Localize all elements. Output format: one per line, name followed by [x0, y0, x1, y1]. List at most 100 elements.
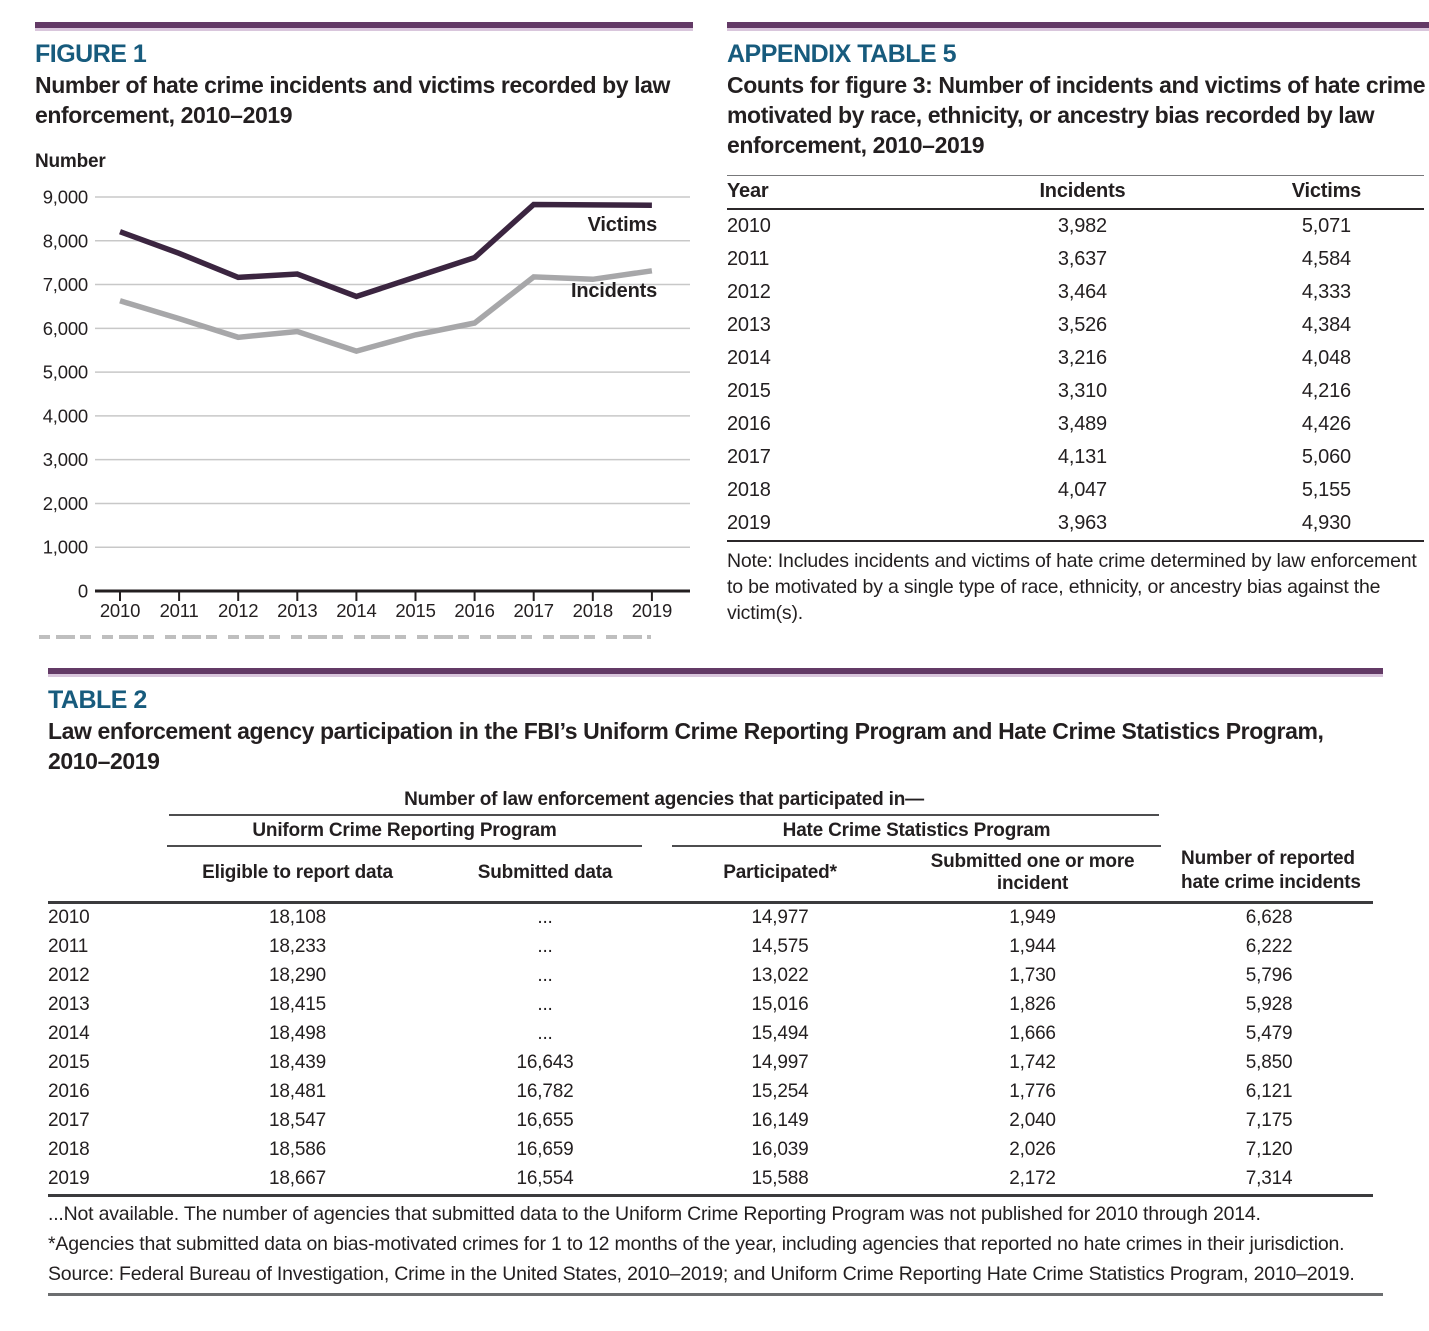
submitted-data-cell: 16,659 — [516, 1139, 574, 1161]
eligible-cell: 18,481 — [269, 1081, 326, 1103]
figure1-chart: 0 1,000 2,000 3,000 4,000 5,000 6,000 7,000 8,00… — [43, 186, 690, 621]
submitted-data-cell: ... — [537, 965, 553, 987]
table-row: 2018 4,047 5,155 — [727, 474, 1424, 507]
table-row: 2014 3,216 4,048 — [727, 342, 1424, 375]
appendix-table5-title: Counts for figure 3: Number of incidents… — [727, 72, 1426, 158]
submitted-data-cell: ... — [537, 907, 553, 929]
appendix-table5-section: APPENDIX TABLE 5 Counts for figure 3: Nu… — [727, 22, 1429, 646]
column-header-year: Year — [727, 174, 937, 210]
reported-incidents-cell: 6,121 — [1245, 1081, 1293, 1103]
submitted-incident-cell: 2,040 — [1009, 1110, 1056, 1132]
table-header-group-row: Number of law enforcement agencies that … — [48, 788, 1374, 904]
reported-incidents-cell: 7,120 — [1245, 1139, 1293, 1161]
incidents-cell: 3,982 — [1057, 214, 1107, 237]
column-header-reported-incidents: Number of reported hate crime incidents — [1165, 788, 1374, 904]
eligible-cell: 18,547 — [269, 1110, 326, 1132]
y-axis-tick-label: 6,000 — [43, 318, 88, 339]
table-row: 2011 18,233... 14,575 1,944 6,222 — [48, 933, 1373, 962]
eligible-cell: 18,498 — [269, 1023, 326, 1045]
y-axis-tick-label: 5,000 — [43, 361, 88, 382]
reported-incidents-cell: 6,628 — [1245, 907, 1293, 929]
section-accent-bar — [35, 22, 693, 31]
x-axis-tick-label: 2012 — [218, 600, 258, 621]
page-bottom-rule — [48, 1292, 1383, 1296]
column-header-victims: Victims — [1228, 174, 1424, 210]
year-cell: 2018 — [727, 478, 771, 501]
y-axis-tick-label: 0 — [78, 580, 88, 601]
victims-cell: 5,060 — [1301, 445, 1351, 468]
submitted-incident-cell: 1,776 — [1009, 1081, 1056, 1103]
incidents-cell: 3,963 — [936, 506, 1229, 542]
participated-cell: 16,149 — [751, 1110, 809, 1132]
table-row: 2010 18,108... 14,977 1,949 6,628 — [48, 902, 1373, 933]
submitted-data-cell: 16,554 — [430, 1164, 660, 1197]
submitted-incident-cell: 1,826 — [1009, 994, 1056, 1016]
y-axis-tick-label: 2,000 — [43, 493, 88, 514]
incidents-cell: 3,637 — [1057, 247, 1107, 270]
year-cell: 2011 — [727, 247, 770, 270]
eligible-cell: 18,233 — [269, 936, 326, 958]
x-axis-tick-label: 2017 — [514, 600, 554, 621]
year-cell: 2013 — [727, 313, 771, 336]
eligible-cell: 18,290 — [269, 965, 326, 987]
victims-cell: 4,426 — [1301, 412, 1351, 435]
table-header-subgroup-row: Uniform Crime Reporting Program Hate Cri… — [48, 816, 1373, 847]
submitted-incident-cell: 1,666 — [1009, 1023, 1056, 1045]
column-header-participated: Participated* — [660, 846, 900, 904]
eligible-cell: 18,586 — [269, 1139, 326, 1161]
x-axis-tick-label: 2015 — [395, 600, 435, 621]
figure1-truncated-note — [39, 634, 651, 639]
victims-cell: 4,216 — [1301, 379, 1351, 402]
table2-footnote-not-available: ...Not available. The number of agencies… — [48, 1202, 1261, 1225]
submitted-data-cell: ... — [537, 936, 553, 958]
column-header-submitted-incident: Submitted one or more incident — [900, 846, 1166, 904]
year-cell: 2015 — [48, 1052, 90, 1074]
group-header-participation: Number of law enforcement agencies that … — [165, 789, 1165, 816]
table-row: 2019 18,667 16,554 15,588 2,172 7,314 — [48, 1164, 1374, 1197]
table-header-column-row: Eligible to report data Submitted data P… — [48, 846, 1373, 904]
incidents-cell: 3,310 — [1057, 379, 1107, 402]
incidents-cell: 3,464 — [1057, 280, 1107, 303]
incidents-cell: 3,489 — [1057, 412, 1107, 435]
reported-incidents-cell: 5,796 — [1245, 965, 1293, 987]
table2-label: TABLE 2 — [48, 686, 147, 714]
table-header-row: Year Incidents Victims — [727, 174, 1424, 210]
submitted-data-cell: 16,782 — [516, 1081, 574, 1103]
column-header-year-empty — [48, 788, 165, 904]
table2-title: Law enforcement agency participation in … — [48, 718, 1324, 774]
year-cell: 2017 — [727, 445, 771, 468]
x-axis-tick-label: 2013 — [277, 600, 317, 621]
eligible-cell: 18,415 — [269, 994, 326, 1016]
table-row: 2017 18,547 16,655 16,149 2,040 7,175 — [48, 1107, 1373, 1136]
table-row: 2016 3,489 4,426 — [727, 408, 1424, 441]
chart-line-incidents — [119, 267, 653, 354]
participated-cell: 16,039 — [751, 1139, 809, 1161]
table-row: 2015 3,310 4,216 — [727, 375, 1424, 408]
figure1-y-axis-unit: Number — [35, 150, 106, 172]
table-row: 2013 18,415... 15,016 1,826 5,928 — [48, 991, 1373, 1020]
participated-cell: 15,016 — [751, 994, 809, 1016]
year-cell: 2018 — [48, 1139, 90, 1161]
x-axis-tick-label: 2018 — [573, 600, 613, 621]
submitted-incident-cell: 1,949 — [1009, 907, 1056, 929]
year-cell: 2012 — [727, 280, 771, 303]
x-axis-tick-label: 2010 — [100, 600, 140, 621]
year-cell: 2019 — [48, 1164, 165, 1197]
year-cell: 2010 — [48, 907, 90, 929]
table-row: 2011 3,637 4,584 — [727, 243, 1424, 276]
incidents-cell: 4,131 — [1057, 445, 1107, 468]
victims-cell: 5,155 — [1301, 478, 1351, 501]
table-row: 2010 3,982 5,071 — [727, 209, 1424, 243]
reported-incidents-cell: 5,850 — [1245, 1052, 1293, 1074]
table2: Number of law enforcement agencies that … — [48, 788, 1374, 1197]
reported-incidents-cell: 5,928 — [1245, 994, 1293, 1016]
y-axis-tick-label: 3,000 — [43, 449, 88, 470]
submitted-data-cell: ... — [537, 994, 553, 1016]
victims-cell: 4,930 — [1228, 506, 1424, 542]
reported-incidents-cell: 5,479 — [1245, 1023, 1293, 1045]
table2-source: Source: Federal Bureau of Investigation,… — [48, 1263, 1355, 1286]
table-row: 2019 3,963 4,930 — [727, 506, 1424, 542]
year-cell: 2015 — [727, 379, 771, 402]
table-row: 2013 3,526 4,384 — [727, 309, 1424, 342]
submitted-incident-cell: 2,172 — [900, 1164, 1166, 1197]
